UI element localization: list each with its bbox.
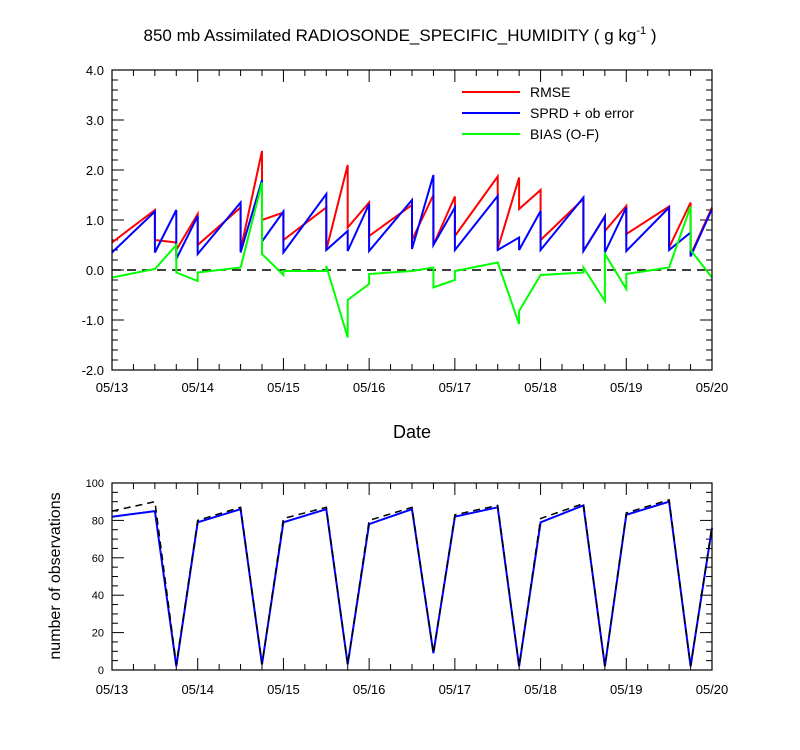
y-tick-label: 80: [92, 515, 104, 527]
x-tick-label: 05/14: [181, 380, 214, 395]
x-axis-label: Date: [393, 422, 431, 442]
y-tick-label: 2.0: [86, 163, 104, 178]
x-tick-label: 05/17: [439, 682, 472, 697]
bottom-axis-ticks: [111, 482, 713, 671]
top-series-lines: [111, 150, 713, 338]
y-tick-label: 40: [92, 590, 104, 602]
x-tick-label: 05/19: [610, 380, 643, 395]
legend-label: BIAS (O-F): [530, 126, 599, 142]
series-line-bias-o-f: [111, 182, 713, 338]
x-tick-label: 05/14: [181, 682, 214, 697]
y-tick-label: -2.0: [82, 363, 104, 378]
x-tick-label: 05/18: [524, 682, 557, 697]
y-tick-label: 4.0: [86, 63, 104, 78]
x-tick-label: 05/13: [96, 682, 129, 697]
y-tick-label: 60: [92, 553, 104, 565]
legend: RMSE SPRD + ob error BIAS (O-F): [462, 84, 634, 142]
x-tick-label: 05/15: [267, 380, 300, 395]
x-tick-label: 05/15: [267, 682, 300, 697]
x-tick-label: 05/13: [96, 380, 129, 395]
top-y-tick-labels: -2.0 -1.0 0.0 1.0 2.0 3.0 4.0: [82, 63, 104, 378]
y-tick-label: 0: [98, 665, 104, 677]
series-line-assimilated: [111, 500, 713, 667]
x-tick-label: 05/19: [610, 682, 643, 697]
y-tick-label: 0.0: [86, 263, 104, 278]
x-tick-label: 05/20: [696, 682, 729, 697]
chart-title: 850 mb Assimilated RADIOSONDE_SPECIFIC_H…: [144, 25, 657, 45]
x-tick-label: 05/17: [439, 380, 472, 395]
chart-title-exponent: -1: [636, 25, 646, 37]
y-tick-label: 20: [92, 628, 104, 640]
chart-title-close: ): [646, 26, 656, 45]
x-tick-label: 05/20: [696, 380, 729, 395]
series-line-rmse: [111, 150, 713, 256]
bottom-plot-frame: [111, 482, 713, 671]
series-line-sprd-ob-error: [111, 174, 713, 260]
legend-label: RMSE: [530, 84, 570, 100]
x-tick-label: 05/16: [353, 682, 386, 697]
chart-title-main: 850 mb Assimilated RADIOSONDE_SPECIFIC_H…: [144, 26, 637, 45]
top-x-tick-labels: 05/13 05/14 05/15 05/16 05/17 05/18 05/19 05/20: [96, 380, 729, 395]
y-tick-label: 100: [86, 478, 104, 490]
x-tick-label: 05/18: [524, 380, 557, 395]
y-tick-label: 3.0: [86, 113, 104, 128]
legend-label: SPRD + ob error: [530, 105, 634, 121]
y-axis-label-observations: number of observations: [47, 492, 64, 659]
bottom-y-tick-labels: 0 20 40 60 80 100: [86, 478, 104, 677]
bottom-series-lines: [111, 498, 713, 667]
series-line-possible: [111, 498, 713, 667]
x-tick-label: 05/16: [353, 380, 386, 395]
top-plot-frame: [111, 69, 713, 371]
bottom-x-tick-labels: 05/13 05/14 05/15 05/16 05/17 05/18 05/19 05/20: [96, 682, 729, 697]
y-tick-label: 1.0: [86, 213, 104, 228]
y-tick-label: -1.0: [82, 313, 104, 328]
top-plot: -2.0-1.00.01.02.03.04.0 05/13 05/14 05/15 0…: [82, 63, 729, 395]
